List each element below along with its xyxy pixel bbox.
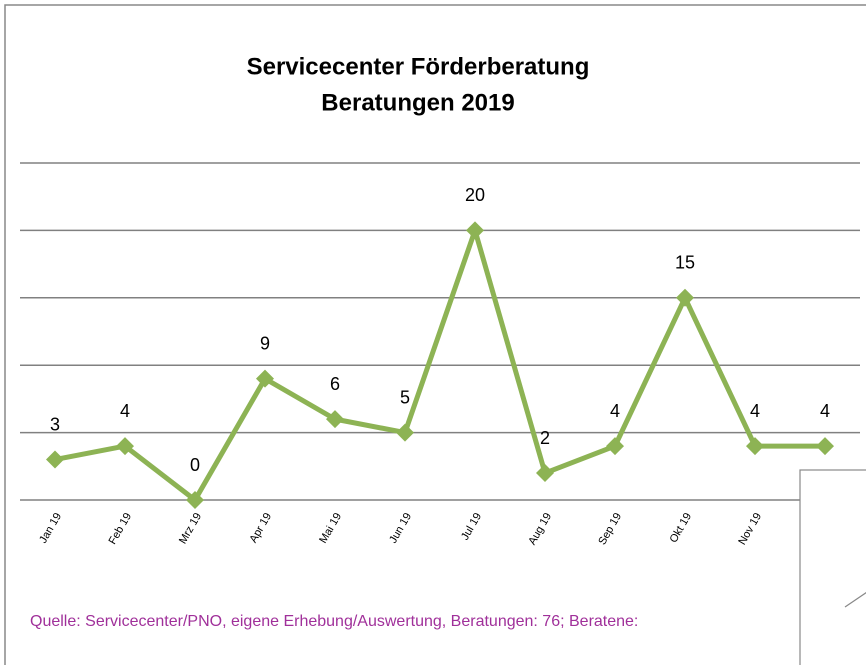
point-marker [116,437,134,456]
data-label: 4 [750,401,760,421]
x-tick-label: Jan 19 [37,511,64,546]
point-marker [326,410,344,429]
point-marker [46,450,64,469]
chart-subtitle: Beratungen 2019 [321,89,514,116]
x-tick-label: Feb 19 [107,511,135,547]
data-label: 4 [820,401,830,421]
data-label: 3 [50,414,60,434]
data-label: 4 [120,401,130,421]
data-label: 2 [540,428,550,448]
point-marker [606,437,624,456]
x-tick-label: Sep 19 [596,511,624,547]
data-label: 9 [260,333,270,353]
point-marker [186,491,204,509]
x-tick-label: Apr 19 [248,511,275,545]
point-marker [396,423,414,442]
data-label: 20 [465,185,485,205]
x-tick-label: Okt 19 [668,511,695,545]
point-marker [536,464,554,483]
chart-title: Servicecenter Förderberatung [247,53,590,80]
data-label: 0 [190,455,200,475]
data-label: 6 [330,374,340,394]
point-marker [466,221,484,240]
data-label: 15 [675,253,695,273]
point-marker [256,369,274,388]
x-tick-label: Mrz 19 [177,511,204,546]
x-tick-label: Nov 19 [736,511,764,547]
source-note: Quelle: Servicecenter/PNO, eigene Erhebu… [30,613,638,630]
x-tick-label: Jun 19 [387,511,414,546]
point-marker [816,437,834,456]
point-marker [746,437,764,456]
data-label: 4 [610,401,620,421]
series-line [54,227,825,503]
plot: Jan 19 Feb 19 Mrz 19 Apr 19 Mai 19 Jun 19 Jul … [20,162,860,547]
point-marker [676,288,694,307]
x-tick-label: Aug 19 [526,511,554,547]
chart-border [4,4,866,665]
data-label: 5 [400,387,410,407]
x-tick-label: Mai 19 [317,511,344,546]
x-tick-label: Jul 19 [459,511,484,542]
overlay-box [799,469,866,665]
